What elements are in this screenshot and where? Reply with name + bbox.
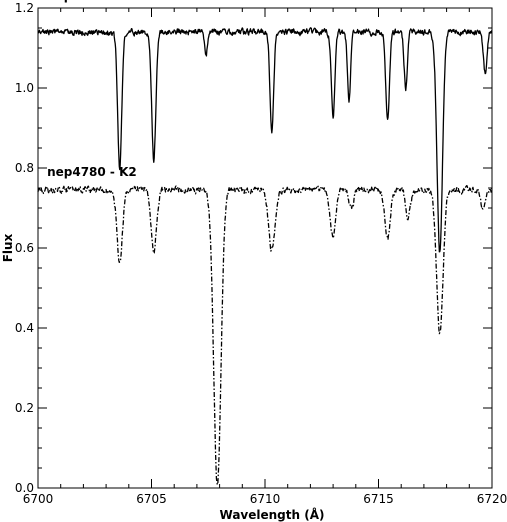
- x-tick-label: 6710: [250, 492, 281, 506]
- y-tick-labels: 0.0 0.2 0.4 0.6 0.8 1.0 1.2: [15, 1, 34, 495]
- series-labels: nep3220 - K0 nep4780 - K2: [47, 0, 137, 179]
- series-line-1: [37, 27, 493, 253]
- major-ticks: [37, 7, 493, 489]
- y-tick-label: 0.6: [15, 241, 34, 255]
- y-tick-label: 0.8: [15, 161, 34, 175]
- minor-ticks: [37, 7, 493, 489]
- y-tick-label: 1.0: [15, 81, 34, 95]
- x-tick-label: 6720: [477, 492, 507, 506]
- y-tick-label: 0.0: [15, 481, 34, 495]
- x-tick-label: 6715: [363, 492, 394, 506]
- x-tick-label: 6705: [136, 492, 167, 506]
- y-tick-label: 0.4: [15, 321, 34, 335]
- series-layer: [37, 27, 493, 486]
- series-line-2: [37, 185, 493, 486]
- series-label-2: nep4780 - K2: [47, 165, 137, 179]
- y-axis-title: Flux: [1, 233, 15, 262]
- x-axis-title: Wavelength (Å): [220, 507, 325, 522]
- x-tick-label: 6700: [23, 492, 54, 506]
- y-tick-label: 0.2: [15, 401, 34, 415]
- series-label-1: nep3220 - K0: [47, 0, 137, 3]
- plot-frame: [37, 7, 493, 489]
- y-tick-label: 1.2: [15, 1, 34, 15]
- x-tick-labels: 6700 6705 6710 6715 6720: [23, 492, 507, 506]
